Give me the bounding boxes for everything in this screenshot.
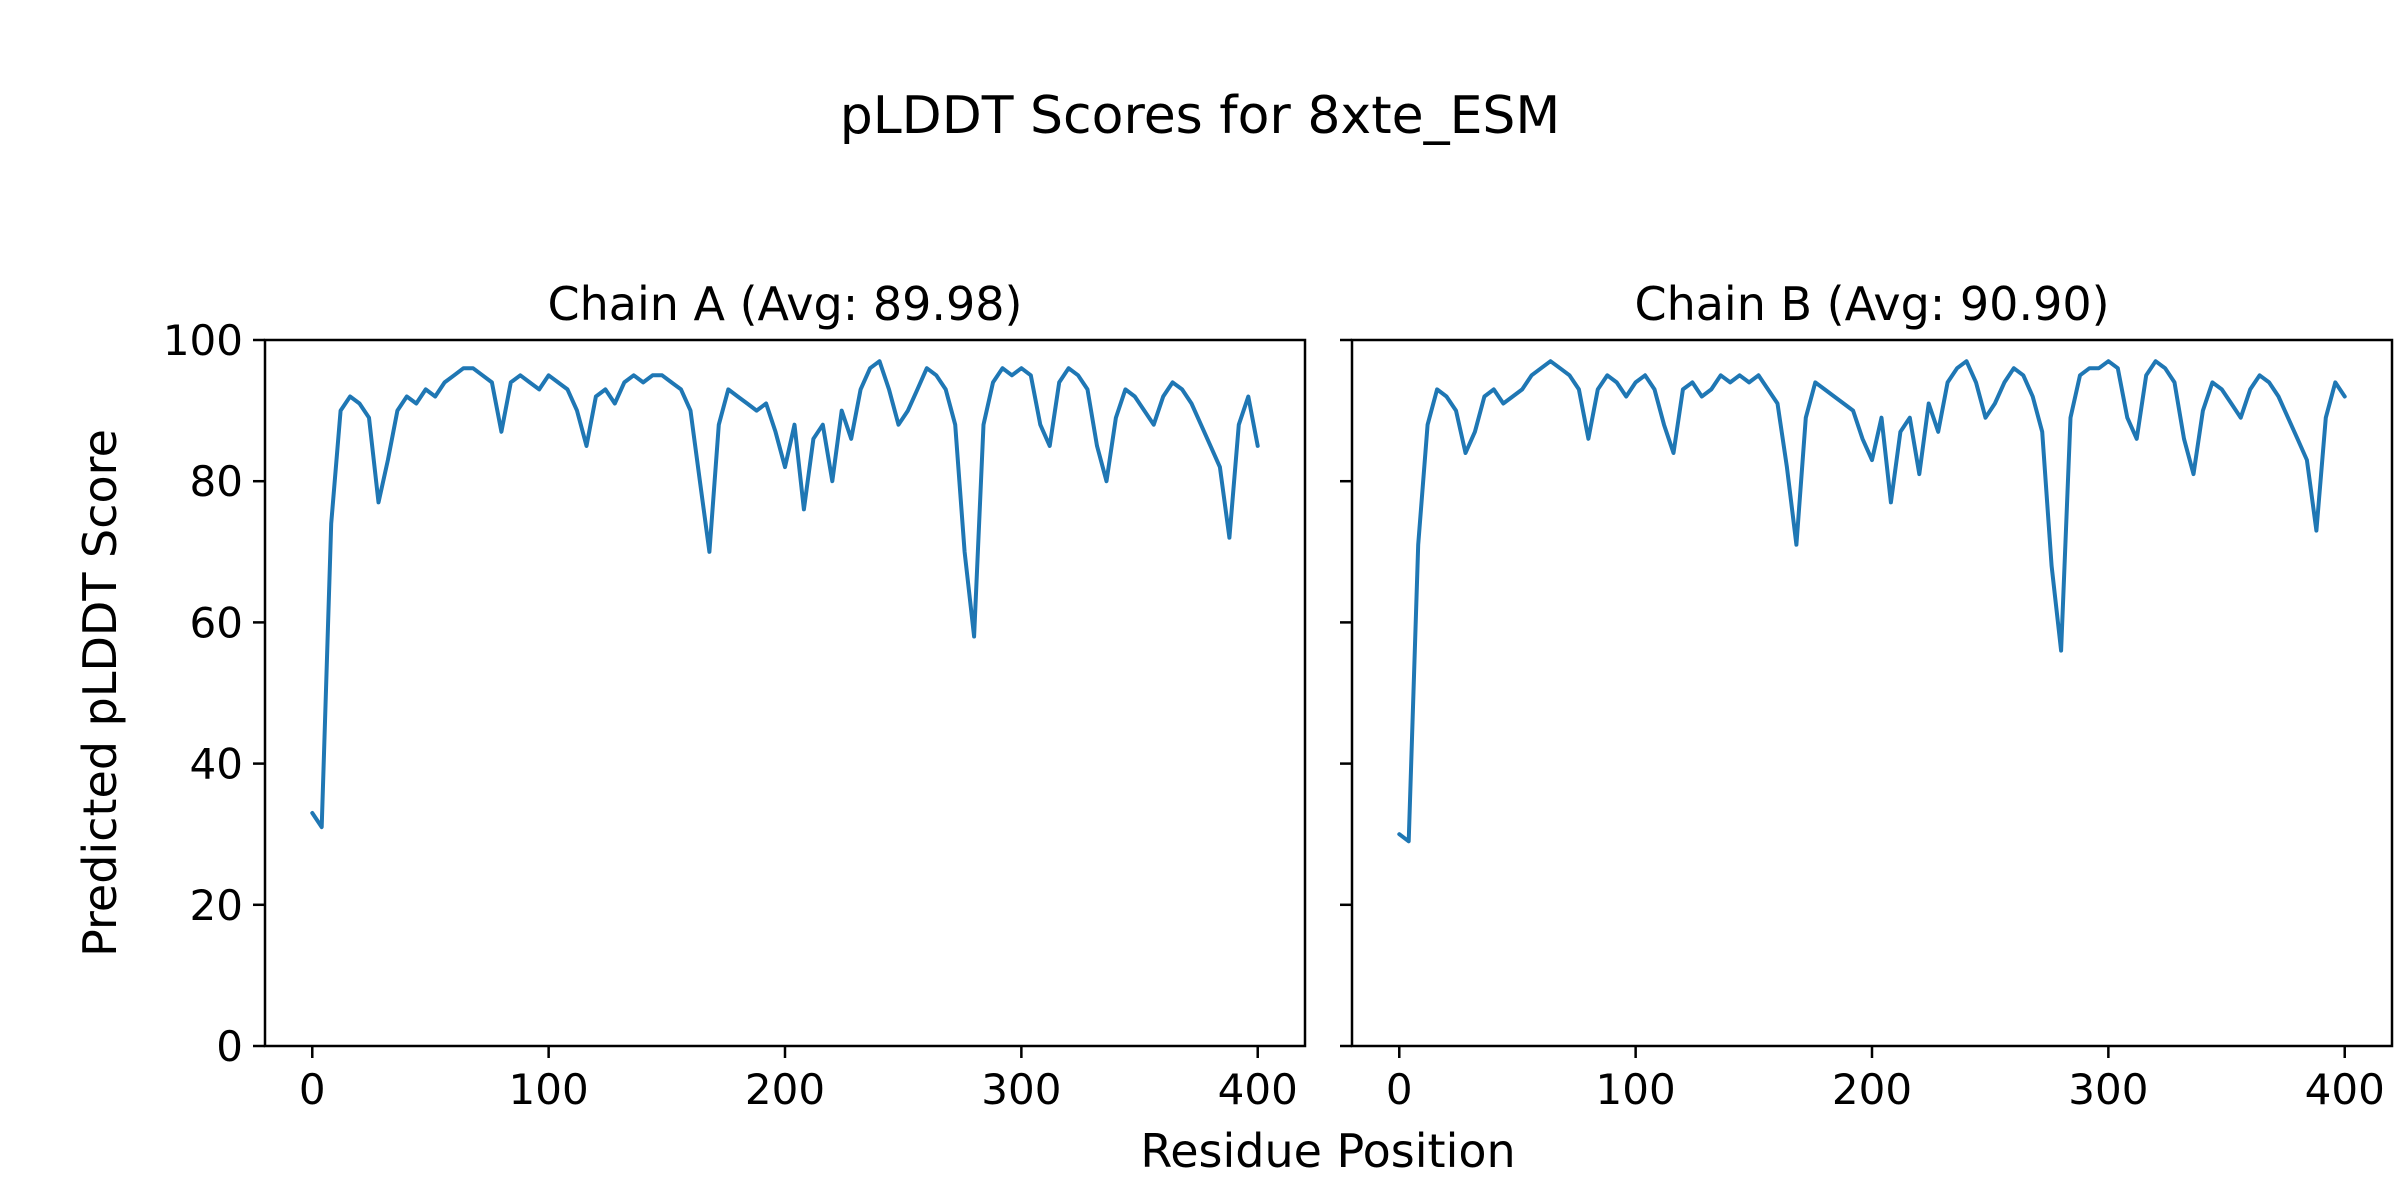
- x-tick-label: 200: [745, 1065, 825, 1114]
- x-tick-label: 0: [1386, 1065, 1413, 1114]
- x-tick-label: 300: [981, 1065, 1061, 1114]
- subplot-chain-a: 0 100 200 300 400 0 20 40 60 80 100 Chain A (Avg: 8…: [163, 277, 1307, 1114]
- x-axis-label: Residue Position: [1140, 1124, 1516, 1178]
- y-tick-label: 20: [190, 881, 243, 930]
- x-tick-label: 0: [299, 1065, 326, 1114]
- plddt-line: [310, 359, 1260, 830]
- x-tick-label: 100: [509, 1065, 589, 1114]
- subplot-chain-b: 0 100 200 300 400 Chain B (Avg: 90.90): [1340, 277, 2394, 1114]
- subplot-title: Chain B (Avg: 90.90): [1634, 277, 2109, 331]
- subplot-title: Chain A (Avg: 89.98): [547, 277, 1022, 331]
- x-tick-label: 400: [2305, 1065, 2385, 1114]
- axes-spines: [263, 338, 1307, 1048]
- y-tick-label: 0: [216, 1022, 243, 1071]
- y-tick-label: 100: [163, 316, 243, 365]
- y-tick-label: 60: [190, 598, 243, 647]
- y-tick-label: 80: [190, 457, 243, 506]
- x-tick-label: 400: [1218, 1065, 1298, 1114]
- y-tick-label: 40: [190, 740, 243, 789]
- x-tick-label: 200: [1832, 1065, 1912, 1114]
- plddt-line: [1397, 359, 2347, 844]
- axes-spines: [1350, 338, 2394, 1048]
- x-tick-label: 300: [2068, 1065, 2148, 1114]
- figure-title: pLDDT Scores for 8xte_ESM: [839, 86, 1561, 146]
- x-tick-label: 100: [1596, 1065, 1676, 1114]
